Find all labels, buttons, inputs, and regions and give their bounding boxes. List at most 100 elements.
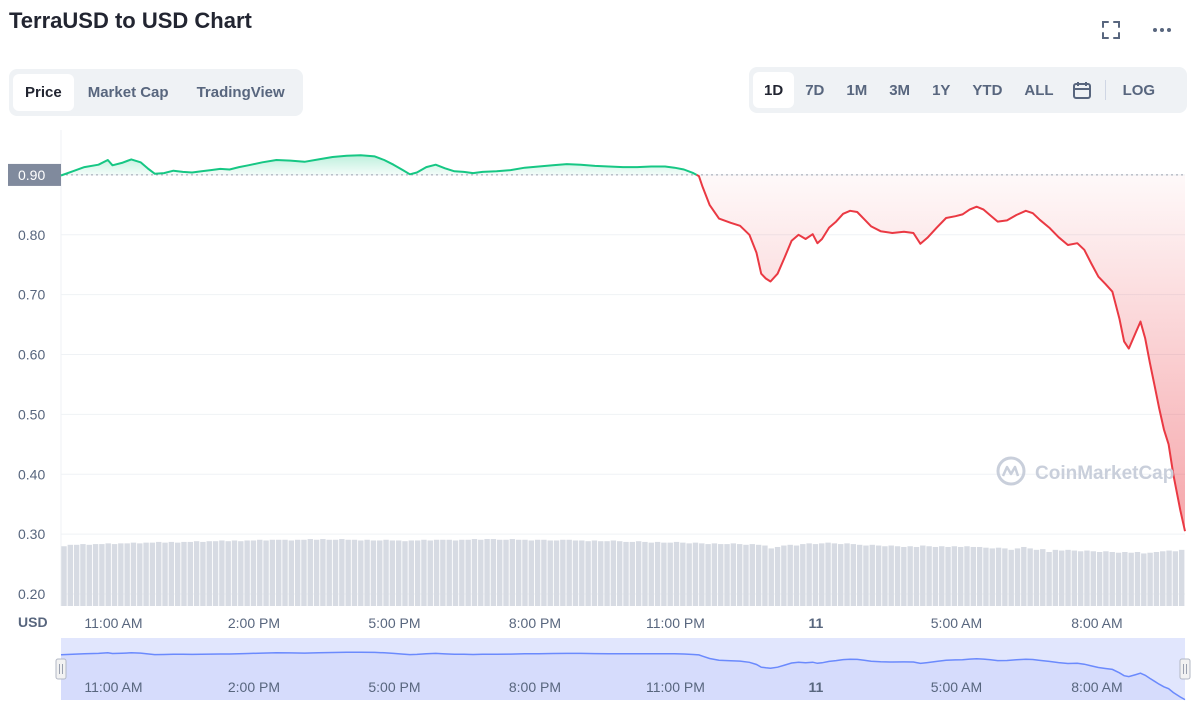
volume-bar [705,544,711,606]
volume-bar [642,541,648,606]
volume-bar [484,539,490,606]
volume-bar [1008,549,1014,606]
volume-bar [181,541,187,606]
y-tick-label: 0.60 [18,347,45,363]
volume-bar [591,540,598,606]
volume-bar [383,539,389,606]
volume-bar [111,544,118,606]
navigator-tick-label: 2:00 PM [228,679,280,695]
volume-bar [913,546,920,606]
volume-bar [137,543,143,606]
navigator-overview[interactable]: 11:00 AM 2:00 PM 5:00 PM 8:00 PM 11:00 PM 11 5… [55,638,1191,701]
volume-bar [831,543,838,606]
volume-bar [408,540,415,606]
navigator-tick-label: 11 [809,679,824,695]
volume-bar [503,539,509,606]
volume-bar [61,546,67,606]
volume-bar [351,539,358,606]
volume-bar [932,546,939,606]
volume-bar [673,541,680,606]
x-tick-label: 11:00 AM [84,615,142,631]
range-1d[interactable]: 1D [753,72,795,108]
range-3m[interactable]: 3M [889,81,911,99]
volume-bar [244,540,250,606]
volume-bar [692,542,699,606]
volume-bar [105,543,111,606]
volume-bar [1134,552,1141,606]
volume-bar [440,539,446,606]
reference-badge [8,163,61,186]
volume-bar [976,546,983,606]
volume-bar [238,541,244,606]
watermark-text: CoinMarketCap [1035,463,1174,484]
volume-bar [983,547,989,606]
volume-bar [446,539,452,606]
price-chart: 0.90 0.20 0.30 0.40 0.50 0.60 0.70 0.80 11:00 … [8,130,1191,701]
volume-bar [1084,550,1090,606]
volume-bar [1172,551,1179,606]
volume-bar [566,539,572,606]
volume-bar [212,541,219,606]
volume-bar [73,544,80,606]
navigator-tick-label: 5:00 PM [368,679,420,695]
volume-bar [1014,548,1021,606]
y-axis: 0.20 0.30 0.40 0.50 0.60 0.70 0.80 [18,227,45,602]
volume-bar [370,540,377,606]
more-icon[interactable] [1148,16,1176,44]
volume-bar [389,540,396,606]
volume-bar [686,543,692,606]
volume-bar [288,540,295,606]
volume-bar [200,541,206,606]
volume-bar [610,540,617,606]
tab-price[interactable]: Price [13,74,74,111]
volume-bar [774,546,781,606]
volume-bar [124,543,130,606]
volume-bar [534,539,541,606]
volume-bar [1090,551,1096,606]
log-toggle[interactable]: LOG [1122,81,1156,99]
volume-bar [1021,546,1027,606]
navigator-tick-label: 11:00 PM [646,679,705,695]
y-tick-label: 0.30 [18,526,45,542]
volume-bar [130,542,137,606]
volume-bar [231,540,238,606]
volume-bar [812,544,819,606]
volume-bar [547,540,553,606]
range-1m[interactable]: 1M [846,81,868,99]
volume-bar [920,545,926,606]
range-divider [1104,80,1106,100]
volume-bar [1103,551,1109,606]
grid-lines [60,130,1185,606]
calendar-icon[interactable] [1065,72,1099,108]
tab-market-cap[interactable]: Market Cap [87,84,169,101]
volume-bar [301,539,307,606]
navigator-handle-right[interactable] [1179,658,1191,680]
expand-icon[interactable] [1097,16,1125,44]
y-tick-label: 0.40 [18,466,45,482]
range-ytd[interactable]: YTD [972,81,1003,99]
range-1y[interactable]: 1Y [932,81,951,99]
volume-bar [787,544,793,606]
volume-bar [661,542,667,606]
volume-bar [326,539,332,606]
volume-bar [187,541,194,606]
range-7d[interactable]: 7D [805,81,825,99]
volume-bar [143,542,149,606]
volume-bar [1046,552,1052,606]
currency-label: USD [18,614,48,630]
volume-bar [894,546,901,606]
volume-bar [598,541,604,606]
volume-bar [377,540,383,606]
tab-tradingview[interactable]: TradingView [196,84,285,101]
volume-bar [907,546,913,606]
volume-bar [497,539,503,606]
volume-bar [749,544,756,606]
volume-bar [1052,549,1059,606]
volume-bar [257,539,263,606]
volume-bar [623,541,629,606]
x-tick-label: 2:00 PM [228,615,280,631]
range-all[interactable]: ALL [1024,81,1054,99]
volume-bar [156,541,162,606]
navigator-handle-left[interactable] [55,658,67,680]
volume-bar [414,540,421,606]
